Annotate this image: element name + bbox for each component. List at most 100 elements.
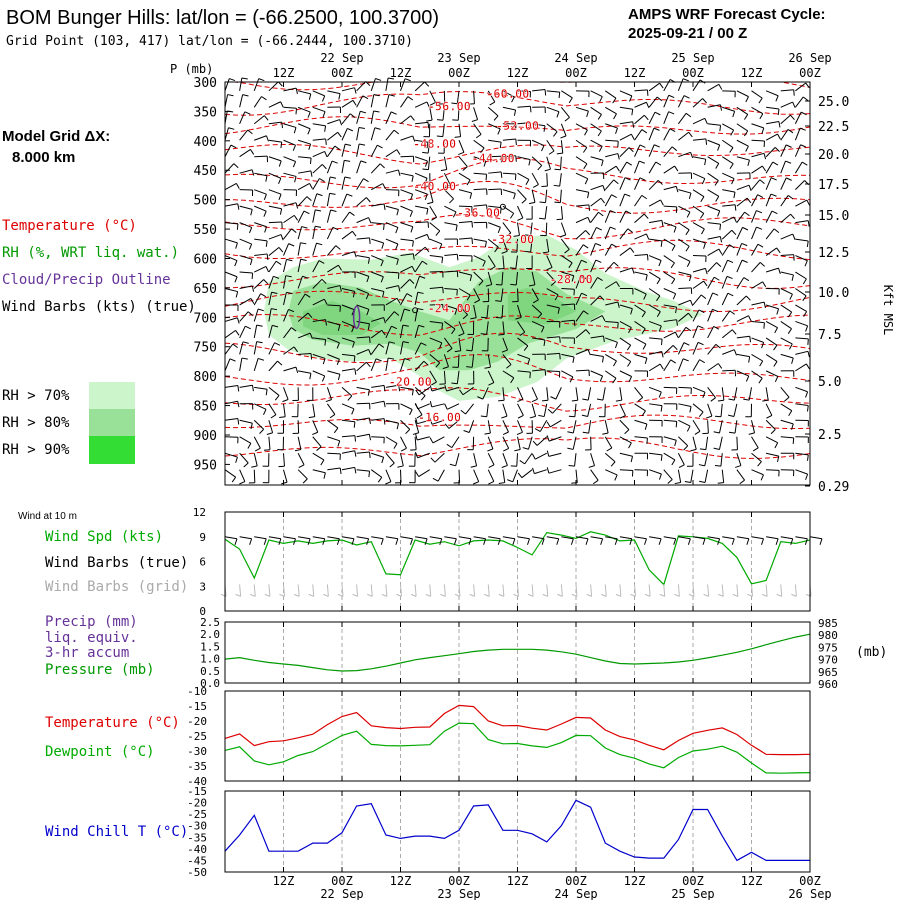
- wind-barb: [708, 157, 719, 164]
- wind-barb-grid-flag: [660, 594, 665, 596]
- wind-barb: [664, 112, 669, 124]
- wind-barb-flag: [397, 209, 399, 215]
- wind-barb-flag: [730, 148, 733, 153]
- wind-barb-flag: [413, 241, 414, 247]
- wind-barb: [620, 354, 631, 361]
- wind-barb-flag: [735, 205, 736, 211]
- wind-barb-flag: [481, 317, 487, 318]
- wind-barb: [518, 206, 523, 218]
- wind-barb: [357, 127, 359, 140]
- wind-barb: [415, 173, 427, 178]
- wind-barb: [737, 212, 745, 222]
- wind-barb: [591, 371, 603, 376]
- wind-barb-grid: [357, 584, 358, 596]
- wind-barb: [447, 404, 459, 409]
- wind-barb-flag: [248, 130, 253, 134]
- wind-barb: [620, 122, 633, 124]
- wind-barb-flag: [597, 399, 603, 400]
- wind-barb-flag: [808, 351, 809, 357]
- wind-barb-flag: [498, 334, 504, 335]
- wind-barb: [678, 470, 680, 483]
- wind-barb-flag: [572, 400, 578, 401]
- wind-barb-flag: [794, 90, 795, 96]
- wind-barb-flag: [676, 186, 678, 192]
- wind-barb: [240, 239, 252, 244]
- wind-barb: [620, 371, 632, 377]
- wind-barb-flag: [613, 361, 616, 366]
- wind-barb-flag: [728, 293, 733, 296]
- wind-barb: [547, 107, 559, 111]
- wind-barb: [357, 452, 370, 453]
- wind-barb-flag: [514, 193, 516, 199]
- wind-barb: [722, 205, 735, 206]
- wind-barb-flag: [760, 180, 765, 184]
- wind-barb-grid: [503, 584, 504, 596]
- wind-barb: [269, 387, 279, 395]
- wind-barb: [386, 437, 397, 444]
- wind-barb-flag: [691, 152, 693, 158]
- wind-barb: [664, 345, 673, 354]
- wind-barb: [605, 195, 611, 206]
- wind-barb: [766, 453, 779, 456]
- wind-barb: [708, 249, 719, 255]
- rh-legend-swatch-90: [89, 436, 135, 464]
- wind-barb: [737, 354, 750, 356]
- wind-barb-flag: [415, 403, 417, 409]
- wind-barb-flag: [793, 438, 794, 444]
- wind-barb-flag: [638, 397, 643, 401]
- wind-barb: [722, 245, 729, 256]
- wind-barb-10m-flag: [557, 539, 559, 545]
- pressure-tick-label: 550: [194, 223, 217, 238]
- wind-barb: [795, 128, 800, 140]
- wind-barb: [635, 145, 640, 157]
- wind-barb: [459, 124, 461, 137]
- legend-wind-barbs: Wind Barbs (kts) (true): [2, 299, 196, 315]
- wind-barb-10m: [722, 537, 734, 539]
- wind-barb: [795, 239, 808, 241]
- wind-barb: [225, 239, 237, 243]
- wind-barb: [752, 107, 763, 113]
- wind-barb-grid: [284, 584, 285, 596]
- wind-barb-flag: [698, 342, 704, 344]
- wind-barb: [327, 371, 340, 374]
- wind-barb-flag: [347, 128, 352, 130]
- wind-barb-flag: [630, 248, 634, 253]
- wind-barb-10m-flag: [279, 539, 281, 545]
- wind-barb-flag: [281, 142, 282, 148]
- wind-barb: [620, 268, 632, 272]
- wind-barb: [313, 210, 315, 223]
- wind-barb-flag: [743, 227, 748, 230]
- wind-barb-flag: [775, 376, 778, 381]
- temperature-tick-label: -35: [187, 760, 207, 773]
- wind-barb-flag: [266, 176, 267, 182]
- wind-barb: [605, 453, 615, 462]
- wind-barb: [254, 79, 258, 91]
- wind-barb: [488, 140, 501, 142]
- wind-barb-flag: [672, 246, 675, 251]
- wind-barb-grid: [722, 584, 723, 596]
- pressure-unit-label: (mb): [856, 645, 887, 660]
- wind-barb-flag: [673, 294, 675, 299]
- wind-barb: [458, 354, 459, 367]
- wind-barb: [488, 223, 500, 228]
- wind-barb-flag: [271, 415, 276, 418]
- wind-barb-flag: [310, 158, 311, 164]
- wind-barb-flag: [281, 482, 287, 484]
- wind-barb-flag: [353, 100, 356, 105]
- wind-barb-flag: [396, 227, 398, 233]
- wind-barb: [752, 371, 763, 378]
- wind-barb-grid-flag: [440, 594, 445, 596]
- wind-barb-flag: [598, 114, 601, 119]
- wind-barb: [737, 157, 750, 160]
- wind-barb: [605, 262, 614, 272]
- wind-barb: [240, 78, 242, 91]
- wind-barb-10m-flag: [411, 539, 413, 545]
- wind-barb-flag: [278, 361, 282, 365]
- wind-barb-flag: [689, 132, 693, 137]
- wind-barb-flag: [383, 184, 386, 189]
- wind-barb: [401, 173, 414, 176]
- wind-barb: [737, 316, 749, 322]
- wind-barb-flag: [266, 266, 269, 271]
- wind-barb: [708, 223, 721, 224]
- wind-barb: [734, 387, 736, 400]
